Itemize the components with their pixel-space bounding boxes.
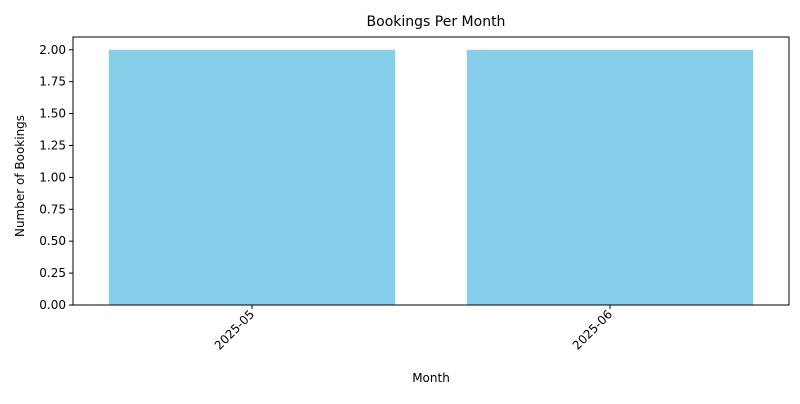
x-tick-label: 2025-05: [212, 307, 257, 352]
y-tick-label: 2.00: [39, 43, 66, 57]
y-tick-label: 0.75: [39, 202, 66, 216]
y-tick-label: 1.75: [39, 75, 66, 89]
y-tick-label: 1.50: [39, 107, 66, 121]
plot-frame: [72, 36, 790, 306]
x-tick-label: 2025-06: [570, 307, 615, 352]
axes-frame: [72, 36, 790, 306]
chart-title: Bookings Per Month: [367, 14, 506, 30]
y-tick-label: 1.00: [39, 170, 66, 184]
y-tick-label: 0.50: [39, 234, 66, 248]
bar-2025-05: [108, 49, 396, 306]
x-axis-label: Month: [412, 371, 450, 385]
y-tick-label: 0.00: [39, 298, 66, 312]
bar-2025-06: [466, 49, 754, 306]
x-axis-ticks: 2025-05 2025-06: [212, 305, 615, 353]
bars-group: [108, 49, 754, 306]
y-tick-label: 0.25: [39, 266, 66, 280]
y-tick-label: 1.25: [39, 138, 66, 152]
y-axis-ticks: 0.00 0.25 0.50 0.75 1.00 1.25 1.50 1.75 2.00: [39, 43, 73, 312]
y-axis-label: Number of Bookings: [13, 115, 27, 237]
